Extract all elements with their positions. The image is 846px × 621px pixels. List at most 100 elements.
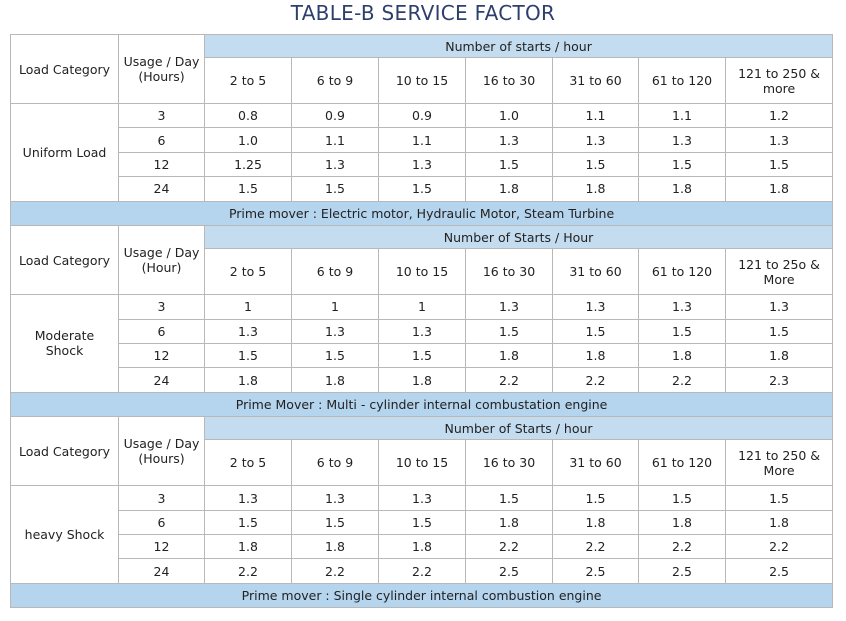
service-factor: 2.5: [552, 558, 639, 584]
service-factor: 1.5: [204, 509, 292, 536]
service-factor: 1.3: [378, 485, 466, 511]
service-factor: 1.5: [465, 151, 553, 178]
service-factor: 2.2: [638, 367, 726, 393]
service-factor: 1.8: [291, 367, 379, 393]
usage-hours: 6: [118, 318, 205, 344]
service-factor: 1.1: [638, 102, 726, 129]
column-header: 61 to 120: [638, 248, 726, 296]
service-factor: 1.5: [465, 318, 553, 344]
service-factor: 1.8: [724, 509, 834, 536]
service-factor: 1.8: [552, 509, 639, 536]
column-header: 16 to 30: [465, 439, 553, 487]
service-factor: 1.25: [204, 151, 292, 178]
column-header: 2 to 5: [204, 57, 292, 104]
service-factor: 1.5: [552, 485, 639, 511]
usage-hours: 6: [118, 509, 205, 536]
column-header: 6 to 9: [291, 439, 379, 487]
prime-mover: Prime mover : Single cylinder internal c…: [9, 582, 834, 609]
service-factor: 1.5: [724, 151, 834, 178]
service-factor: 1.5: [638, 318, 726, 344]
table-row: 24 1.8 1.8 1.8 2.2 2.2 2.2 2.3: [11, 367, 834, 393]
service-factor: 1.8: [552, 342, 639, 369]
service-factor: 1.8: [638, 509, 726, 536]
service-factor: 1.8: [638, 176, 726, 202]
service-factor-table: Load Category Usage / Day (Hours) Number o…: [9, 34, 834, 609]
column-header: 31 to 60: [552, 248, 639, 296]
load-category-header: Load Category: [10, 34, 119, 104]
usage-header: Usage / Day (Hours): [118, 416, 205, 487]
service-factor: 2.5: [638, 558, 726, 584]
table-row: Load Category Usage / Day (Hours) Number o…: [10, 34, 834, 104]
table-row: 6 1.5 1.5 1.5 1.8 1.8 1.8 1.8: [11, 509, 834, 536]
service-factor: 2.2: [465, 367, 553, 393]
service-factor: 1.5: [638, 485, 726, 511]
service-factor: 1.5: [724, 318, 834, 344]
service-factor: 1.3: [724, 294, 834, 320]
usage-header: Usage / Day (Hours): [118, 34, 205, 104]
column-header: 16 to 30: [465, 57, 553, 104]
table-row: heavy Shock 3 1.3 1.3 1.3 1.5 1.5 1.5 1.5: [10, 485, 834, 584]
service-factor: 1.1: [291, 127, 379, 153]
service-factor: 1.3: [204, 485, 292, 511]
table-row: Load Category Usage / Day (Hours) Number o…: [10, 416, 834, 487]
service-factor: 1.5: [378, 176, 466, 202]
service-factor: 1.3: [638, 127, 726, 153]
usage-header: Usage / Day (Hour): [118, 225, 205, 296]
service-factor: 2.2: [378, 558, 466, 584]
usage-hours: 24: [118, 367, 205, 393]
column-header: 31 to 60: [552, 57, 639, 104]
service-factor: 2.2: [291, 558, 379, 584]
column-header: 61 to 120: [638, 439, 726, 487]
usage-hours: 12: [118, 342, 205, 369]
service-factor: 0.9: [291, 102, 379, 129]
service-factor: 0.9: [378, 102, 466, 129]
table-row: Prime mover : Electric motor, Hydraulic …: [9, 200, 834, 227]
service-factor: 1.0: [465, 102, 553, 129]
service-factor: 1.5: [638, 151, 726, 178]
column-header: 2 to 5: [204, 439, 292, 487]
service-factor: 1.5: [204, 342, 292, 369]
service-factor: 1.3: [465, 294, 553, 320]
table-row: Prime mover : Single cylinder internal c…: [9, 582, 834, 609]
column-header: 6 to 9: [291, 57, 379, 104]
service-factor: 1.3: [291, 318, 379, 344]
service-factor: 1.0: [204, 127, 292, 153]
service-factor: 1.8: [465, 509, 553, 536]
column-header: 31 to 60: [552, 439, 639, 487]
service-factor: 1.5: [378, 342, 466, 369]
service-factor: 1.5: [291, 509, 379, 536]
column-header: 61 to 120: [638, 57, 726, 104]
table-row: 24 1.5 1.5 1.5 1.8 1.8 1.8 1.8: [11, 176, 834, 202]
load-category: Uniform Load: [10, 103, 119, 202]
table-row: Uniform Load 3 0.8 0.9 0.9 1.0 1.1 1.1 1.2: [10, 102, 834, 202]
service-factor: 2.2: [204, 558, 292, 584]
load-category: Moderate Shock: [10, 294, 119, 393]
service-factor: 1.5: [552, 318, 639, 344]
usage-hours: 3: [118, 102, 205, 129]
service-factor: 1.3: [378, 151, 466, 178]
starts-header: Number of Starts / Hour: [203, 225, 834, 250]
service-factor: 0.8: [204, 102, 292, 129]
table-row: Load Category Usage / Day (Hour) Number of…: [10, 225, 834, 296]
usage-hours: 12: [118, 534, 205, 560]
prime-mover: Prime Mover : Multi - cylinder internal …: [9, 391, 834, 418]
service-factor: 1.3: [552, 294, 639, 320]
service-factor: 1.8: [465, 176, 553, 202]
service-factor: 1.5: [291, 342, 379, 369]
service-factor: 1.3: [378, 318, 466, 344]
service-factor: 2.2: [552, 534, 639, 560]
load-category-header: Load Category: [10, 416, 119, 487]
service-factor: 2.3: [724, 367, 834, 393]
service-factor: 1.1: [552, 102, 639, 129]
column-header: 16 to 30: [465, 248, 553, 296]
service-factor: 1: [291, 294, 379, 320]
service-factor: 1.5: [552, 151, 639, 178]
service-factor: 1.5: [291, 176, 379, 202]
service-factor: 1.8: [465, 342, 553, 369]
table-row: 12 1.5 1.5 1.5 1.8 1.8 1.8 1.8: [11, 342, 834, 369]
service-factor: 1: [204, 294, 292, 320]
service-factor: 1.1: [378, 127, 466, 153]
column-header: 10 to 15: [378, 57, 466, 104]
